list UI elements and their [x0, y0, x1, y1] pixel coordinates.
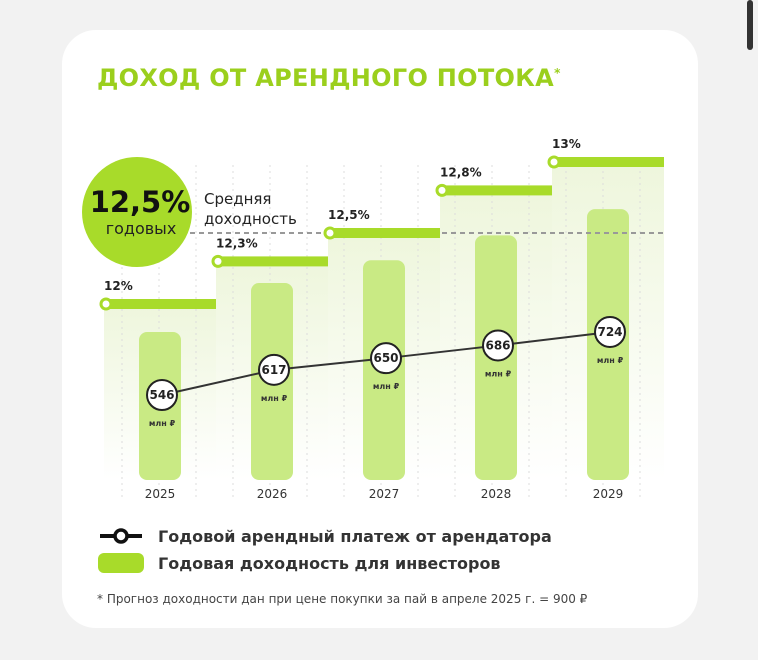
yield-marker-2026: [211, 254, 225, 268]
payment-unit-2028: млн ₽: [485, 369, 512, 378]
payment-label-2029: 724: [597, 325, 622, 339]
yield-marker-2028: [435, 183, 449, 197]
x-tick-2029: 2029: [593, 487, 624, 501]
legend-label-line: Годовой арендный платеж от арендатора: [158, 526, 552, 546]
yield-step-2025: [104, 299, 216, 309]
legend-item-bar: Годовая доходность для инвесторов: [98, 553, 501, 573]
x-tick-2026: 2026: [257, 487, 288, 501]
legend-label-bar: Годовая доходность для инвесторов: [158, 553, 501, 573]
payment-point-2028: [482, 329, 514, 362]
yield-marker-2029: [547, 155, 561, 169]
payment-unit-2026: млн ₽: [261, 394, 288, 403]
yield-step-2028: [440, 185, 552, 196]
payment-unit-2025: млн ₽: [149, 419, 176, 428]
average-badge: [82, 157, 192, 267]
average-unit: годовых: [106, 219, 177, 238]
yield-label-2026: 12,3%: [216, 236, 258, 250]
yield-marker-2025: [99, 297, 113, 311]
yield-step-2027: [328, 228, 440, 238]
x-tick-2027: 2027: [369, 487, 400, 501]
yield-label-2025: 12%: [104, 279, 133, 293]
payment-point-2029: [594, 315, 626, 348]
legend-item-line: Годовой арендный платеж от арендатора: [98, 526, 552, 546]
scrollbar[interactable]: [747, 0, 753, 50]
payment-label-2028: 686: [485, 338, 510, 352]
average-value: 12,5%: [90, 185, 191, 219]
x-tick-2025: 2025: [145, 487, 176, 501]
payment-unit-2027: млн ₽: [373, 382, 400, 391]
payment-unit-2029: млн ₽: [597, 356, 624, 365]
x-tick-2028: 2028: [481, 487, 512, 501]
average-caption-1: Средняя: [204, 190, 271, 208]
yield-step-2029: [552, 157, 664, 167]
bar-swatch-icon: [98, 553, 144, 573]
line-marker-icon: [100, 528, 142, 544]
yield-label-2028: 12,8%: [440, 165, 482, 179]
yield-label-2027: 12,5%: [328, 208, 370, 222]
payment-point-2027: [370, 342, 402, 375]
yield-marker-2027: [323, 226, 337, 240]
footnote: * Прогноз доходности дан при цене покупк…: [97, 592, 588, 606]
payment-point-2025: [146, 379, 178, 411]
yield-label-2029: 13%: [552, 137, 581, 151]
payment-point-2026: [258, 353, 290, 386]
chart-title: ДОХОД ОТ АРЕНДНОГО ПОТОКА*: [97, 64, 561, 92]
payment-label-2025: 546: [149, 388, 174, 402]
average-caption-2: доходность: [204, 210, 297, 228]
yield-step-2026: [216, 256, 328, 267]
payment-label-2026: 617: [261, 363, 286, 377]
payment-label-2027: 650: [373, 351, 398, 365]
